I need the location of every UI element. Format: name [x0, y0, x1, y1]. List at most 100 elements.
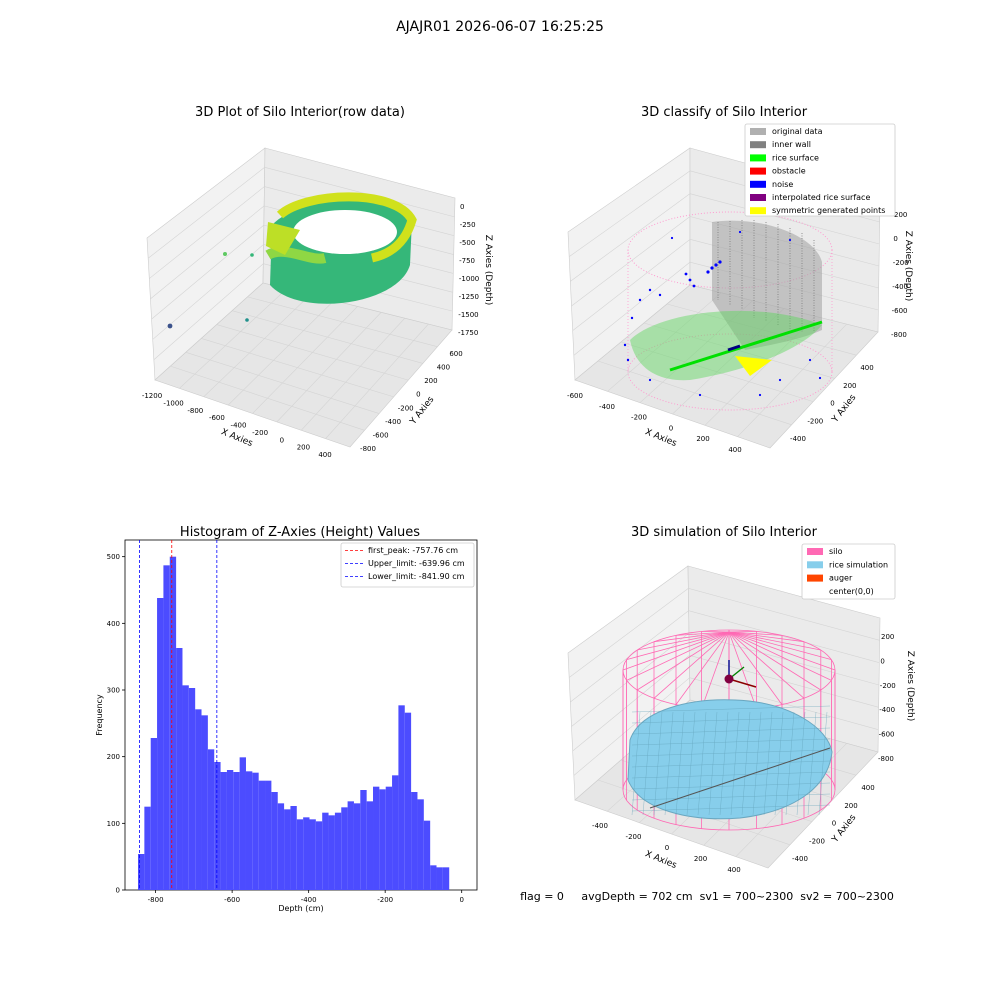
classify-legend-swatch: [750, 154, 766, 162]
raw-xtick-label: -800: [187, 407, 203, 415]
raw-xtick-label: -200: [252, 429, 268, 437]
simulation-legend: silo rice simulation auger center(0,0): [801, 543, 896, 600]
simulation-auger-axis-x: [728, 678, 757, 688]
classify-legend-label: inner wall: [772, 140, 811, 149]
simulation-ytick-label: -200: [809, 837, 825, 845]
classify-legend-swatch: [750, 128, 766, 135]
classify-legend-swatch: [750, 167, 766, 175]
histogram-bar: [271, 792, 278, 890]
classify-legend-label: original data: [772, 127, 823, 136]
classify-ytick-labels: -400 -200 0 200 400: [790, 364, 874, 443]
classify-ytick-label: -200: [807, 417, 823, 425]
classify-symmetric-points: [735, 356, 772, 376]
classify-auger-marker: [727, 344, 741, 352]
simulation-legend-label: auger: [829, 574, 853, 583]
simulation-ytick-labels: -400 -200 0 200 400: [792, 784, 875, 863]
raw-ztick-label: -1000: [459, 275, 479, 283]
raw-ytick-label: 400: [437, 364, 450, 372]
histogram-bar: [138, 854, 145, 890]
simulation-legend-swatch: [807, 574, 823, 582]
simulation-center-marker: [724, 674, 734, 684]
histogram-bar: [328, 815, 335, 890]
raw-outlier-point: [223, 252, 227, 256]
histogram-legend-box: [340, 542, 475, 588]
raw-xtick-label: 0: [280, 436, 284, 444]
classify-title: 3D classify of Silo Interior: [641, 105, 808, 120]
simulation-xtick-labels: -400 -200 0 200 400: [592, 822, 741, 874]
histogram-bar: [290, 806, 297, 890]
histogram-bar: [366, 801, 374, 890]
simulation-title: 3D simulation of Silo Interior: [631, 525, 818, 540]
raw-ztick-label: -500: [459, 239, 475, 247]
histogram-xtick-label: 0: [459, 896, 463, 904]
histogram-bar: [284, 809, 291, 890]
histogram-bar: [341, 807, 348, 890]
histogram-bar: [207, 749, 215, 890]
histogram-bar: [252, 772, 259, 890]
classify-ztick-label: -400: [892, 283, 908, 291]
histogram-bar: [182, 685, 189, 890]
histogram-bar: [233, 772, 240, 890]
histogram-ytick-label: 400: [107, 620, 120, 628]
histogram-bar: [303, 817, 310, 890]
simulation-xtick-label: 200: [694, 855, 707, 863]
classify-xtick-label: 400: [728, 446, 741, 454]
histogram-ytick-label: 100: [107, 820, 120, 828]
raw-ring-inner: [293, 210, 397, 254]
raw-title: 3D Plot of Silo Interior(row data): [195, 105, 405, 120]
histogram-bar: [163, 565, 170, 890]
raw-outlier-point: [167, 323, 173, 329]
simulation-ytick-label: 400: [861, 784, 874, 792]
histogram-bar: [144, 806, 151, 890]
raw-ytick-label: 200: [424, 377, 437, 385]
raw-xtick-label: -400: [231, 422, 247, 430]
classify-legend-swatch: [750, 194, 766, 201]
histogram-bar: [188, 688, 196, 890]
raw-ytick-label: -600: [373, 431, 389, 439]
raw-xtick-label: 400: [318, 451, 331, 459]
classify-inner-wall: [712, 220, 822, 350]
histogram-bar: [296, 819, 304, 890]
classify-ytick-label: -400: [790, 435, 806, 443]
simulation-xtick-label: 400: [727, 866, 740, 874]
raw-ztick-label: -1500: [458, 311, 478, 319]
histogram-bar: [245, 771, 253, 890]
raw-xtick-label: -600: [209, 414, 225, 422]
simulation-zlabel: Z Axies (Depth): [905, 651, 915, 722]
raw-outlier-point: [250, 253, 254, 257]
histogram-bar: [436, 867, 443, 890]
simulation-ztick-label: -400: [879, 706, 895, 714]
raw-pane-floor: [154, 282, 453, 448]
histogram-bar: [195, 709, 202, 890]
histogram-bar: [417, 799, 424, 890]
classify-ytick-label: 400: [860, 364, 873, 372]
raw-ztick-label: -250: [460, 221, 476, 229]
classify-legend-swatch: [750, 141, 766, 149]
histogram-ytick-label: 0: [116, 887, 120, 895]
raw-ztick-label: -1250: [459, 293, 479, 301]
raw-ring-left-patch: [266, 222, 300, 255]
raw-xtick-labels: -1200-1000 -800 -600 -400 -200 0 200 400: [142, 392, 332, 459]
raw-zlabel: Z Axies (Depth): [483, 235, 493, 306]
histogram-bar: [404, 712, 412, 890]
histogram-title: Histogram of Z-Axies (Height) Values: [180, 525, 420, 540]
histogram-bar: [334, 812, 342, 890]
histogram-bar: [392, 775, 399, 890]
histogram-bar: [347, 801, 354, 890]
simulation-auger: [724, 660, 757, 688]
classify-rice-surface: [630, 310, 822, 381]
raw-ytick-label: -400: [385, 418, 401, 426]
status-line: flag = 0 avgDepth = 702 cm sv1 = 700~230…: [520, 890, 894, 903]
classify-xtick-label: 200: [696, 435, 709, 443]
classify-noise-points: [623, 230, 822, 397]
classify-legend: original data inner wall rice surface obsta…: [744, 123, 896, 217]
histogram-ylabel: Frequency: [95, 694, 104, 736]
classify-legend-label: noise: [772, 180, 793, 189]
classify-legend-box: [744, 123, 896, 217]
classify-xtick-label: 0: [669, 424, 673, 432]
histogram-bar: [315, 821, 323, 890]
raw-xtick-label: 200: [297, 444, 310, 452]
classify-ztick-label: -600: [892, 307, 908, 315]
classify-ztick-label: -200: [893, 259, 909, 267]
simulation-ztick-label: 200: [881, 633, 894, 641]
